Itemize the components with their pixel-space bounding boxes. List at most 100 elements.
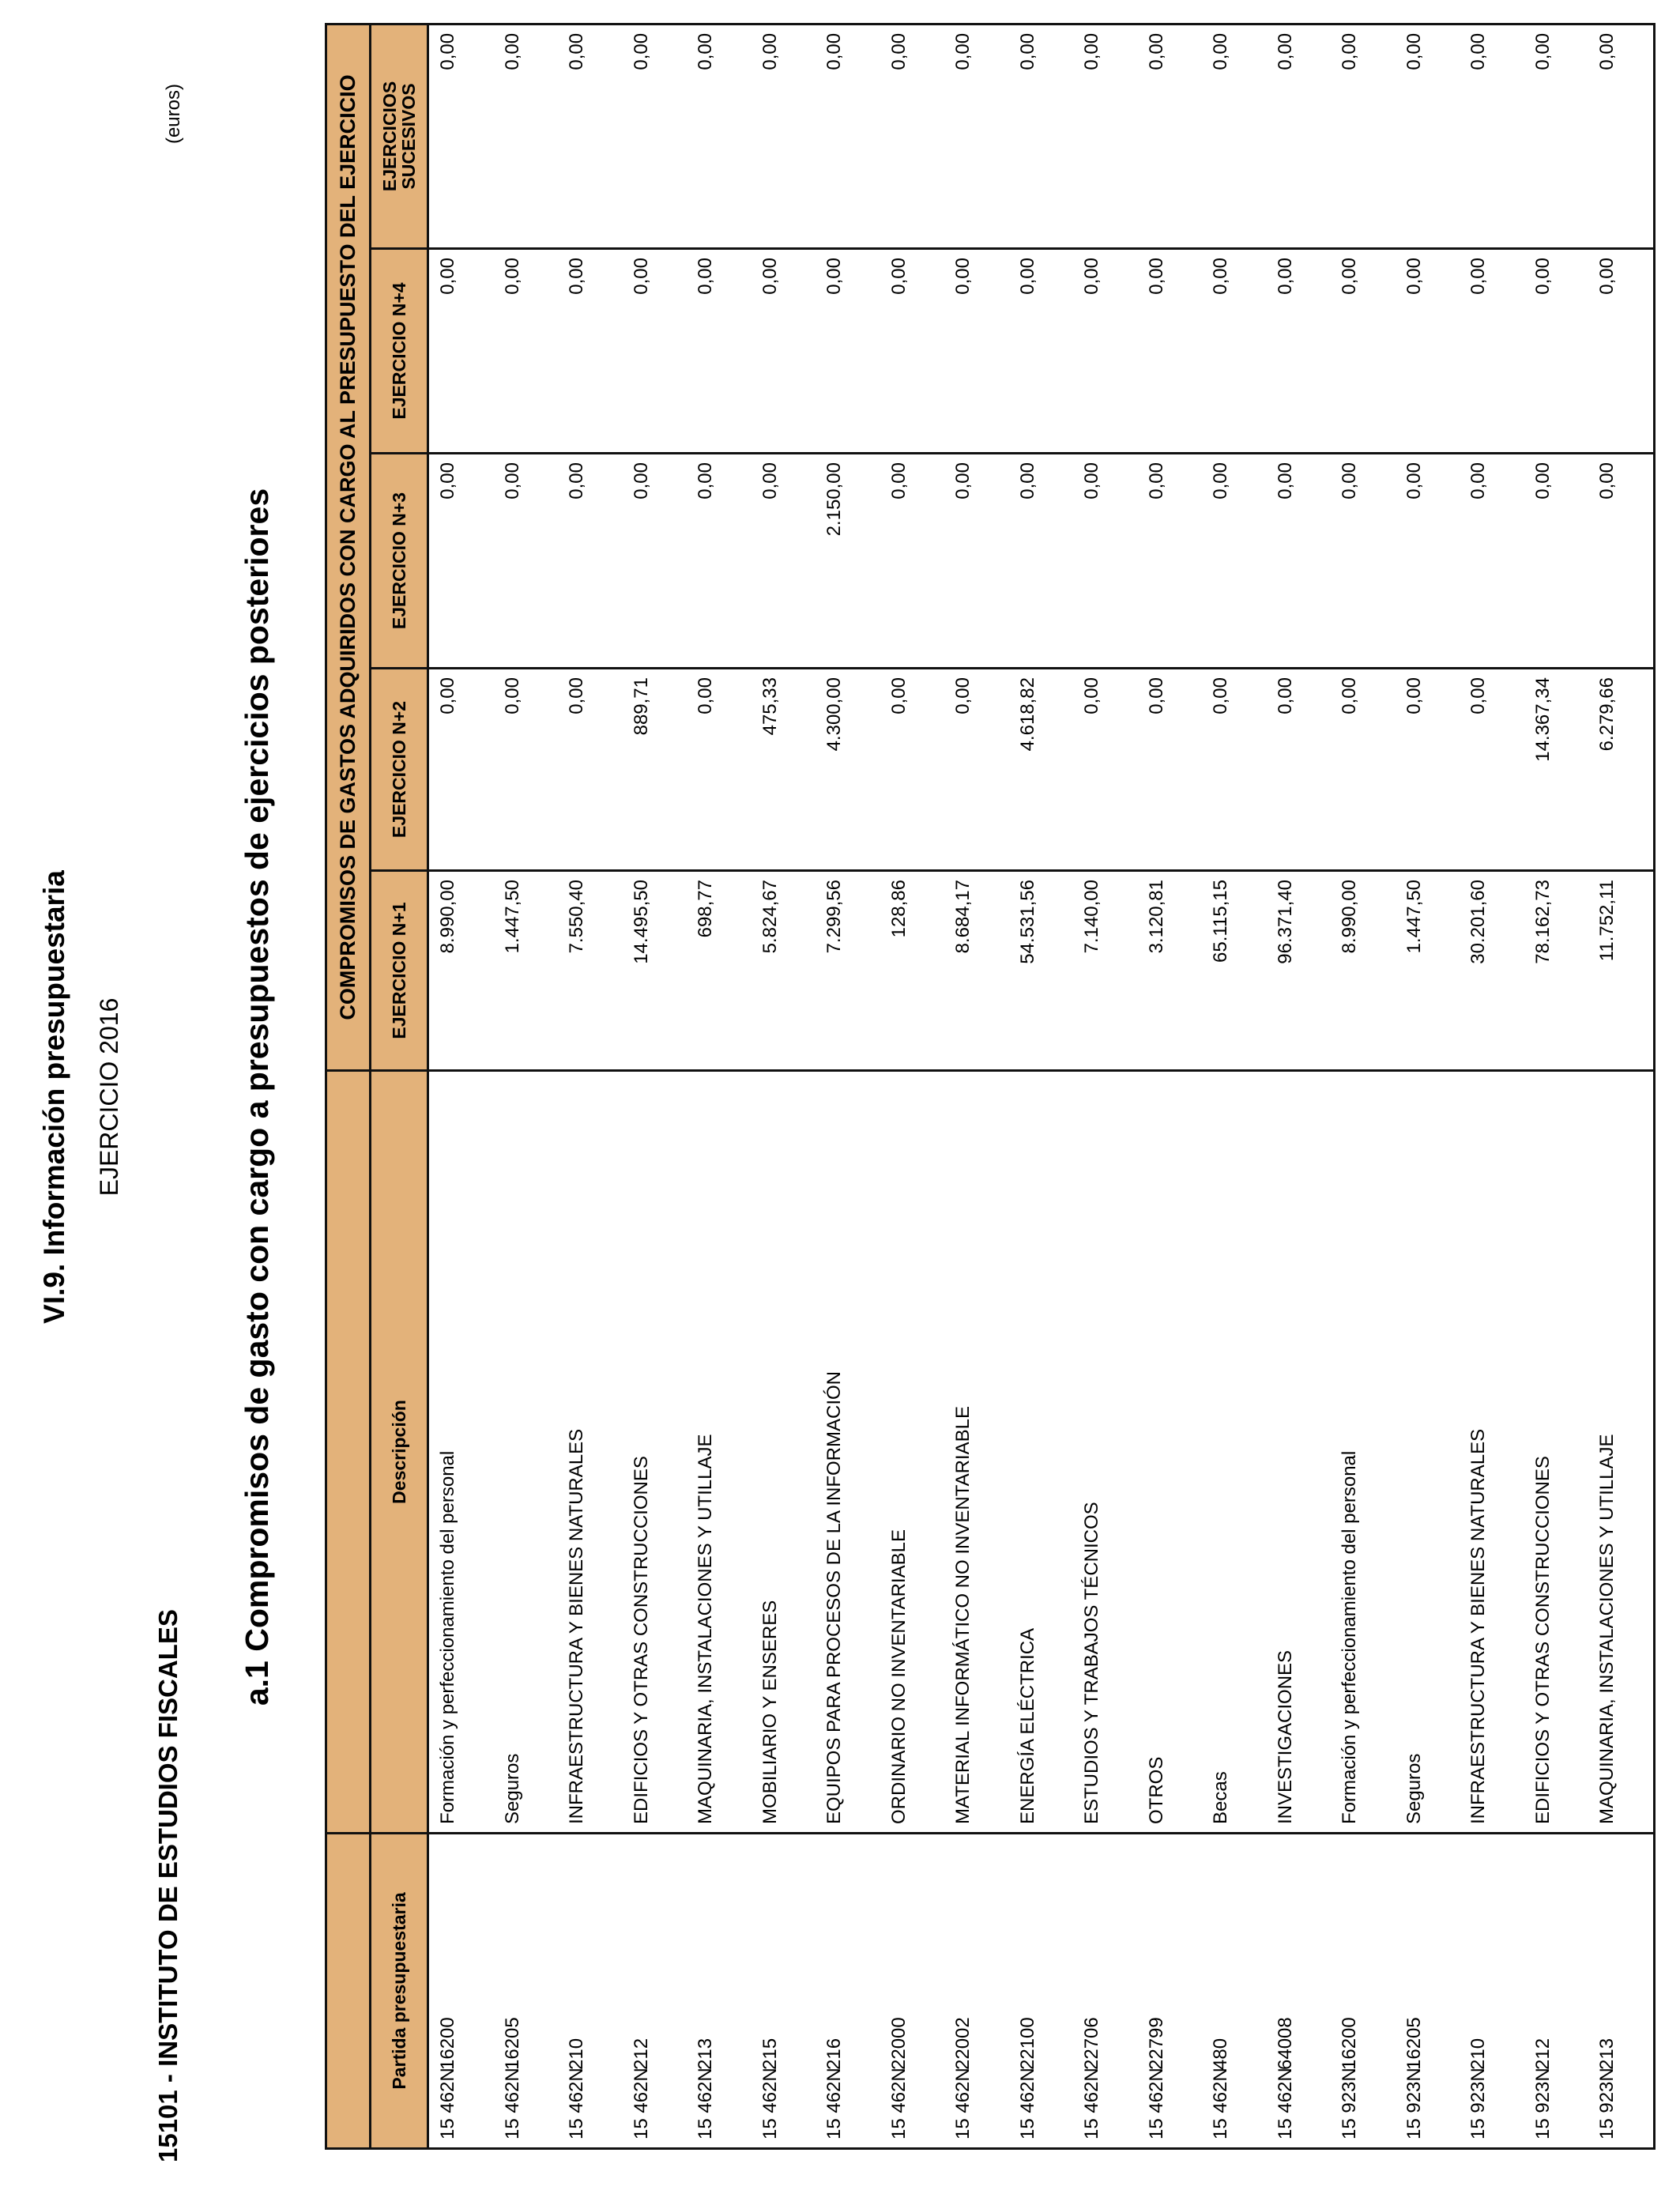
program-code: 15 462N <box>1210 2068 1231 2139</box>
amount-n4: 0,00 <box>1395 248 1460 454</box>
amount-n1: 54.531,56 <box>1008 870 1073 1071</box>
partida-cell: 15 462N215 <box>751 1833 816 2149</box>
description-cell: EQUIPOS PARA PROCESOS DE LA INFORMACIÓN <box>816 1070 880 1834</box>
amount-suc: 0,00 <box>1266 24 1331 249</box>
amount-n4: 0,00 <box>687 248 751 454</box>
partida-cell: 15 923N16200 <box>1331 1833 1396 2149</box>
header-empty-partida <box>326 1833 371 2149</box>
concept-code: 213 <box>695 2038 716 2070</box>
concept-code: 22100 <box>1016 2017 1038 2070</box>
program-code: 15 462N <box>1016 2068 1038 2139</box>
partida-cell: 15 462N216 <box>816 1833 880 2149</box>
description-cell: INVESTIGACIONES <box>1266 1070 1331 1834</box>
amount-suc: 0,00 <box>558 24 623 249</box>
amount-suc: 0,00 <box>1588 24 1654 249</box>
amount-n4: 0,00 <box>1331 248 1396 454</box>
amount-n4: 0,00 <box>1008 248 1073 454</box>
amount-n1: 7.140,00 <box>1073 870 1138 1071</box>
program-code: 15 462N <box>887 2068 910 2139</box>
amount-n2: 0,00 <box>493 668 558 871</box>
program-code: 15 923N <box>1467 2068 1489 2139</box>
amount-n4: 0,00 <box>558 248 623 454</box>
concept-code: 16200 <box>1339 2017 1360 2070</box>
concept-code: 22002 <box>952 2017 974 2070</box>
amount-n4: 0,00 <box>1137 248 1202 454</box>
col-header-sucesivos: EJERCICIOS SUCESIVOS <box>370 24 428 249</box>
amount-n3: 0,00 <box>1395 453 1460 669</box>
partida-cell: 15 923N210 <box>1460 1833 1524 2149</box>
table-row: 15 923N212 EDIFICIOS Y OTRAS CONSTRUCCION… <box>1524 24 1588 2149</box>
concept-code: 22799 <box>1145 2017 1167 2070</box>
amount-n4: 0,00 <box>622 248 687 454</box>
amount-n1: 65.115,15 <box>1202 870 1267 1071</box>
partida-cell: 15 923N212 <box>1524 1833 1588 2149</box>
program-code: 15 462N <box>1081 2068 1102 2139</box>
description-cell: EDIFICIOS Y OTRAS CONSTRUCCIONES <box>1524 1070 1588 1834</box>
amount-n4: 0,00 <box>816 248 880 454</box>
description-cell: ESTUDIOS Y TRABAJOS TÉCNICOS <box>1073 1070 1138 1834</box>
amount-n3: 0,00 <box>1524 453 1588 669</box>
col-header-descripcion: Descripción <box>370 1070 428 1834</box>
partida-cell: 15 462N22000 <box>880 1833 944 2149</box>
amount-n3: 0,00 <box>558 453 623 669</box>
amount-suc: 0,00 <box>1202 24 1267 249</box>
amount-n2: 0,00 <box>880 668 944 871</box>
program-code: 15 923N <box>1596 2068 1618 2139</box>
amount-n2: 0,00 <box>1331 668 1396 871</box>
concept-code: 16205 <box>501 2017 523 2070</box>
concept-code: 212 <box>630 2038 652 2070</box>
concept-code: 216 <box>823 2038 845 2070</box>
table-row: 15 462N215 MOBILIARIO Y ENSERES 5.824,67 47… <box>751 24 816 2149</box>
col-header-n1: EJERCICIO N+1 <box>370 870 428 1071</box>
amount-n3: 0,00 <box>1008 453 1073 669</box>
table-row: 15 462N22799 OTROS 3.120,81 0,00 0,00 0,00 0,0… <box>1137 24 1202 2149</box>
description-cell: INFRAESTRUCTURA Y BIENES NATURALES <box>558 1070 623 1834</box>
partida-cell: 15 462N64008 <box>1266 1833 1331 2149</box>
description-cell: ENERGÍA ELÉCTRICA <box>1008 1070 1073 1834</box>
fiscal-year: EJERCICIO 2016 <box>95 997 123 1197</box>
partida-cell: 15 462N210 <box>558 1833 623 2149</box>
program-code: 15 462N <box>1145 2068 1167 2139</box>
program-code: 15 923N <box>1403 2068 1425 2139</box>
col-header-n3: EJERCICIO N+3 <box>370 453 428 669</box>
amount-suc: 0,00 <box>1460 24 1524 249</box>
concept-code: 213 <box>1596 2038 1618 2070</box>
amount-n3: 0,00 <box>622 453 687 669</box>
description-cell: Formación y perfeccionamiento del person… <box>1331 1070 1396 1834</box>
description-cell: Seguros <box>493 1070 558 1834</box>
table-row: 15 462N22000 ORDINARIO NO INVENTARIABLE 12… <box>880 24 944 2149</box>
table-row: 15 462N213 MAQUINARIA, INSTALACIONES Y UT… <box>687 24 751 2149</box>
header-empty-descripcion <box>326 1070 371 1834</box>
partida-cell: 15 462N480 <box>1202 1833 1267 2149</box>
units-label: (euros) <box>163 84 184 145</box>
amount-n1: 1.447,50 <box>493 870 558 1071</box>
amount-n4: 0,00 <box>944 248 1009 454</box>
description-cell: Becas <box>1202 1070 1267 1834</box>
program-code: 15 462N <box>759 2068 781 2139</box>
amount-n2: 0,00 <box>1460 668 1524 871</box>
amount-suc: 0,00 <box>1073 24 1138 249</box>
program-code: 15 462N <box>630 2068 652 2139</box>
partida-cell: 15 462N22002 <box>944 1833 1009 2149</box>
description-cell: MATERIAL INFORMÁTICO NO INVENTARIABLE <box>944 1070 1009 1834</box>
amount-n2: 6.279,66 <box>1588 668 1654 871</box>
amount-n3: 0,00 <box>880 453 944 669</box>
table-row: 15 462N22002 MATERIAL INFORMÁTICO NO INVE… <box>944 24 1009 2149</box>
program-code: 15 462N <box>501 2068 523 2139</box>
partida-cell: 15 462N22100 <box>1008 1833 1073 2149</box>
amount-n2: 0,00 <box>1137 668 1202 871</box>
concept-code: 16205 <box>1403 2017 1425 2070</box>
amount-suc: 0,00 <box>1008 24 1073 249</box>
table-row: 15 462N480 Becas 65.115,15 0,00 0,00 0,00 0,00 <box>1202 24 1267 2149</box>
description-cell: INFRAESTRUCTURA Y BIENES NATURALES <box>1460 1070 1524 1834</box>
amount-n3: 0,00 <box>687 453 751 669</box>
page-title: VI.9. Información presupuestaria <box>38 870 70 1324</box>
description-cell: MOBILIARIO Y ENSERES <box>751 1070 816 1834</box>
amount-n2: 0,00 <box>1266 668 1331 871</box>
program-code: 15 462N <box>437 2068 458 2139</box>
amount-n1: 8.684,17 <box>944 870 1009 1071</box>
table-row: 15 462N22706 ESTUDIOS Y TRABAJOS TÉCNICOS… <box>1073 24 1138 2149</box>
col-header-n2: EJERCICIO N+2 <box>370 668 428 871</box>
amount-n2: 0,00 <box>1395 668 1460 871</box>
